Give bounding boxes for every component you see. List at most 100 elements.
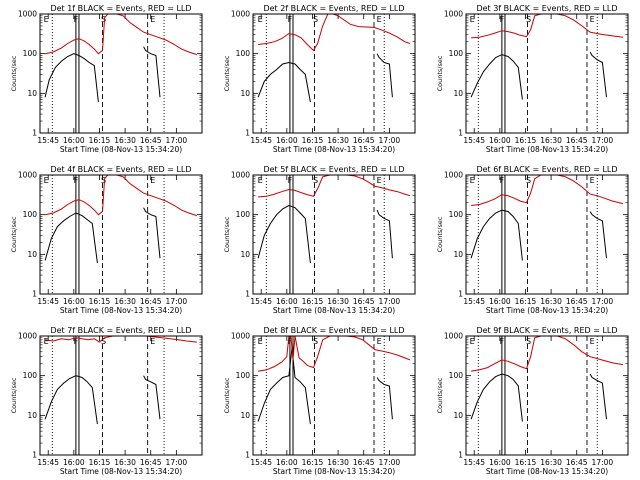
- x-axis-label: Start Time (08-Nov-13 15:34:20): [273, 467, 395, 476]
- chart-title: Det 7f BLACK = Events, RED = LLD: [50, 326, 191, 335]
- marker-letter: F: [500, 15, 505, 24]
- x-tick-label: 16:00: [489, 297, 511, 306]
- marker-letter: E: [258, 337, 263, 346]
- x-tick-label: 16:00: [489, 136, 511, 145]
- x-tick-label: 16:30: [540, 136, 562, 145]
- plot-frame: [252, 335, 416, 456]
- plot-frame: [465, 335, 629, 456]
- y-tick-label: 100: [23, 210, 38, 219]
- x-tick-label: 16:30: [327, 297, 349, 306]
- marker-letter: E: [44, 176, 49, 185]
- marker-letter: S: [526, 176, 531, 185]
- chart-title: Det 9f BLACK = Events, RED = LLD: [476, 326, 617, 335]
- marker-letter: F: [500, 176, 505, 185]
- y-tick-label: 1000: [231, 10, 250, 19]
- series-line-events: [470, 54, 523, 100]
- plot-frame: [39, 174, 203, 295]
- series-line-events: [376, 209, 393, 259]
- chart-title: Det 5f BLACK = Events, RED = LLD: [263, 165, 404, 174]
- x-tick-label: 17:00: [379, 458, 401, 467]
- x-tick-label: 16:45: [140, 136, 162, 145]
- marker-letter: S: [313, 15, 318, 24]
- series-line-lld: [471, 174, 624, 206]
- y-tick-label: 100: [449, 49, 464, 58]
- y-tick-label: 100: [449, 371, 464, 380]
- y-tick-label: 100: [23, 49, 38, 58]
- x-tick-label: 16:15: [302, 458, 324, 467]
- x-axis-label: Start Time (08-Nov-13 15:34:20): [486, 145, 608, 154]
- series-line-events: [589, 211, 607, 259]
- marker-letter: E: [150, 176, 155, 185]
- marker-letter: E: [150, 15, 155, 24]
- marker-letter: S: [101, 176, 106, 185]
- x-tick-label: 16:15: [89, 136, 111, 145]
- y-tick-label: 1000: [18, 171, 37, 180]
- y-tick-label: 1: [32, 129, 37, 138]
- x-tick-label: 15:45: [37, 136, 59, 145]
- x-tick-label: 16:00: [276, 297, 298, 306]
- plot-frame: [39, 335, 203, 456]
- chart-panel-1f: Det 1f BLACK = Events, RED = LLD Counts/s…: [10, 4, 203, 154]
- y-tick-label: 1: [245, 290, 250, 299]
- marker-letter: S: [526, 337, 531, 346]
- y-tick-label: 1000: [18, 332, 37, 341]
- y-axis-label: Counts/sec: [436, 55, 444, 91]
- y-tick-label: 10: [453, 89, 463, 98]
- y-tick-label: 1: [458, 290, 463, 299]
- x-axis-label: Start Time (08-Nov-13 15:34:20): [486, 306, 608, 315]
- x-tick-label: 15:45: [463, 297, 485, 306]
- x-tick-label: 16:15: [89, 458, 111, 467]
- x-axis-label: Start Time (08-Nov-13 15:34:20): [273, 306, 395, 315]
- chart-title: Det 2f BLACK = Events, RED = LLD: [263, 4, 404, 13]
- y-tick-label: 10: [240, 411, 250, 420]
- plot-frame: [465, 174, 629, 295]
- x-tick-label: 16:15: [515, 297, 537, 306]
- marker-letter: E: [470, 15, 475, 24]
- plot-frame: [465, 13, 629, 134]
- marker-letter: S: [526, 15, 531, 24]
- marker-letter: S: [313, 176, 318, 185]
- x-axis-label: Start Time (08-Nov-13 15:34:20): [273, 145, 395, 154]
- x-tick-label: 17:00: [379, 136, 401, 145]
- x-axis-label: Start Time (08-Nov-13 15:34:20): [60, 306, 182, 315]
- marker-letter: F: [288, 337, 293, 346]
- x-tick-label: 16:45: [566, 297, 588, 306]
- y-tick-label: 1000: [231, 171, 250, 180]
- y-tick-label: 1000: [444, 171, 463, 180]
- series-line-lld: [258, 174, 411, 198]
- x-tick-label: 17:00: [166, 458, 188, 467]
- marker-letter: E: [44, 15, 49, 24]
- x-tick-label: 17:00: [166, 136, 188, 145]
- x-tick-label: 16:15: [302, 297, 324, 306]
- series-line-events: [257, 347, 311, 425]
- x-tick-label: 16:00: [63, 297, 85, 306]
- series-line-events: [257, 204, 311, 264]
- marker-letter: S: [101, 15, 106, 24]
- series-line-events: [257, 61, 311, 103]
- series-line-events: [143, 207, 161, 259]
- x-tick-label: 17:00: [592, 297, 614, 306]
- y-tick-label: 1: [32, 290, 37, 299]
- y-axis-label: Counts/sec: [223, 55, 231, 91]
- y-tick-label: 100: [449, 210, 464, 219]
- y-tick-label: 10: [453, 411, 463, 420]
- marker-letter: F: [74, 15, 79, 24]
- marker-letter: E: [590, 15, 595, 24]
- x-tick-label: 15:45: [37, 458, 59, 467]
- marker-letter: E: [258, 176, 263, 185]
- series-line-lld: [44, 13, 198, 56]
- marker-letter: E: [590, 337, 595, 346]
- x-tick-label: 16:30: [540, 297, 562, 306]
- marker-letter: E: [377, 176, 382, 185]
- x-tick-label: 15:45: [250, 458, 272, 467]
- x-tick-label: 16:45: [566, 458, 588, 467]
- series-line-events: [470, 209, 523, 261]
- y-tick-label: 1000: [444, 10, 463, 19]
- x-tick-label: 16:45: [353, 297, 375, 306]
- x-tick-label: 16:30: [327, 458, 349, 467]
- y-tick-label: 1: [245, 129, 250, 138]
- x-tick-label: 16:15: [302, 136, 324, 145]
- series-line-events: [589, 373, 607, 420]
- plot-frame: [39, 13, 203, 134]
- x-tick-label: 16:00: [63, 458, 85, 467]
